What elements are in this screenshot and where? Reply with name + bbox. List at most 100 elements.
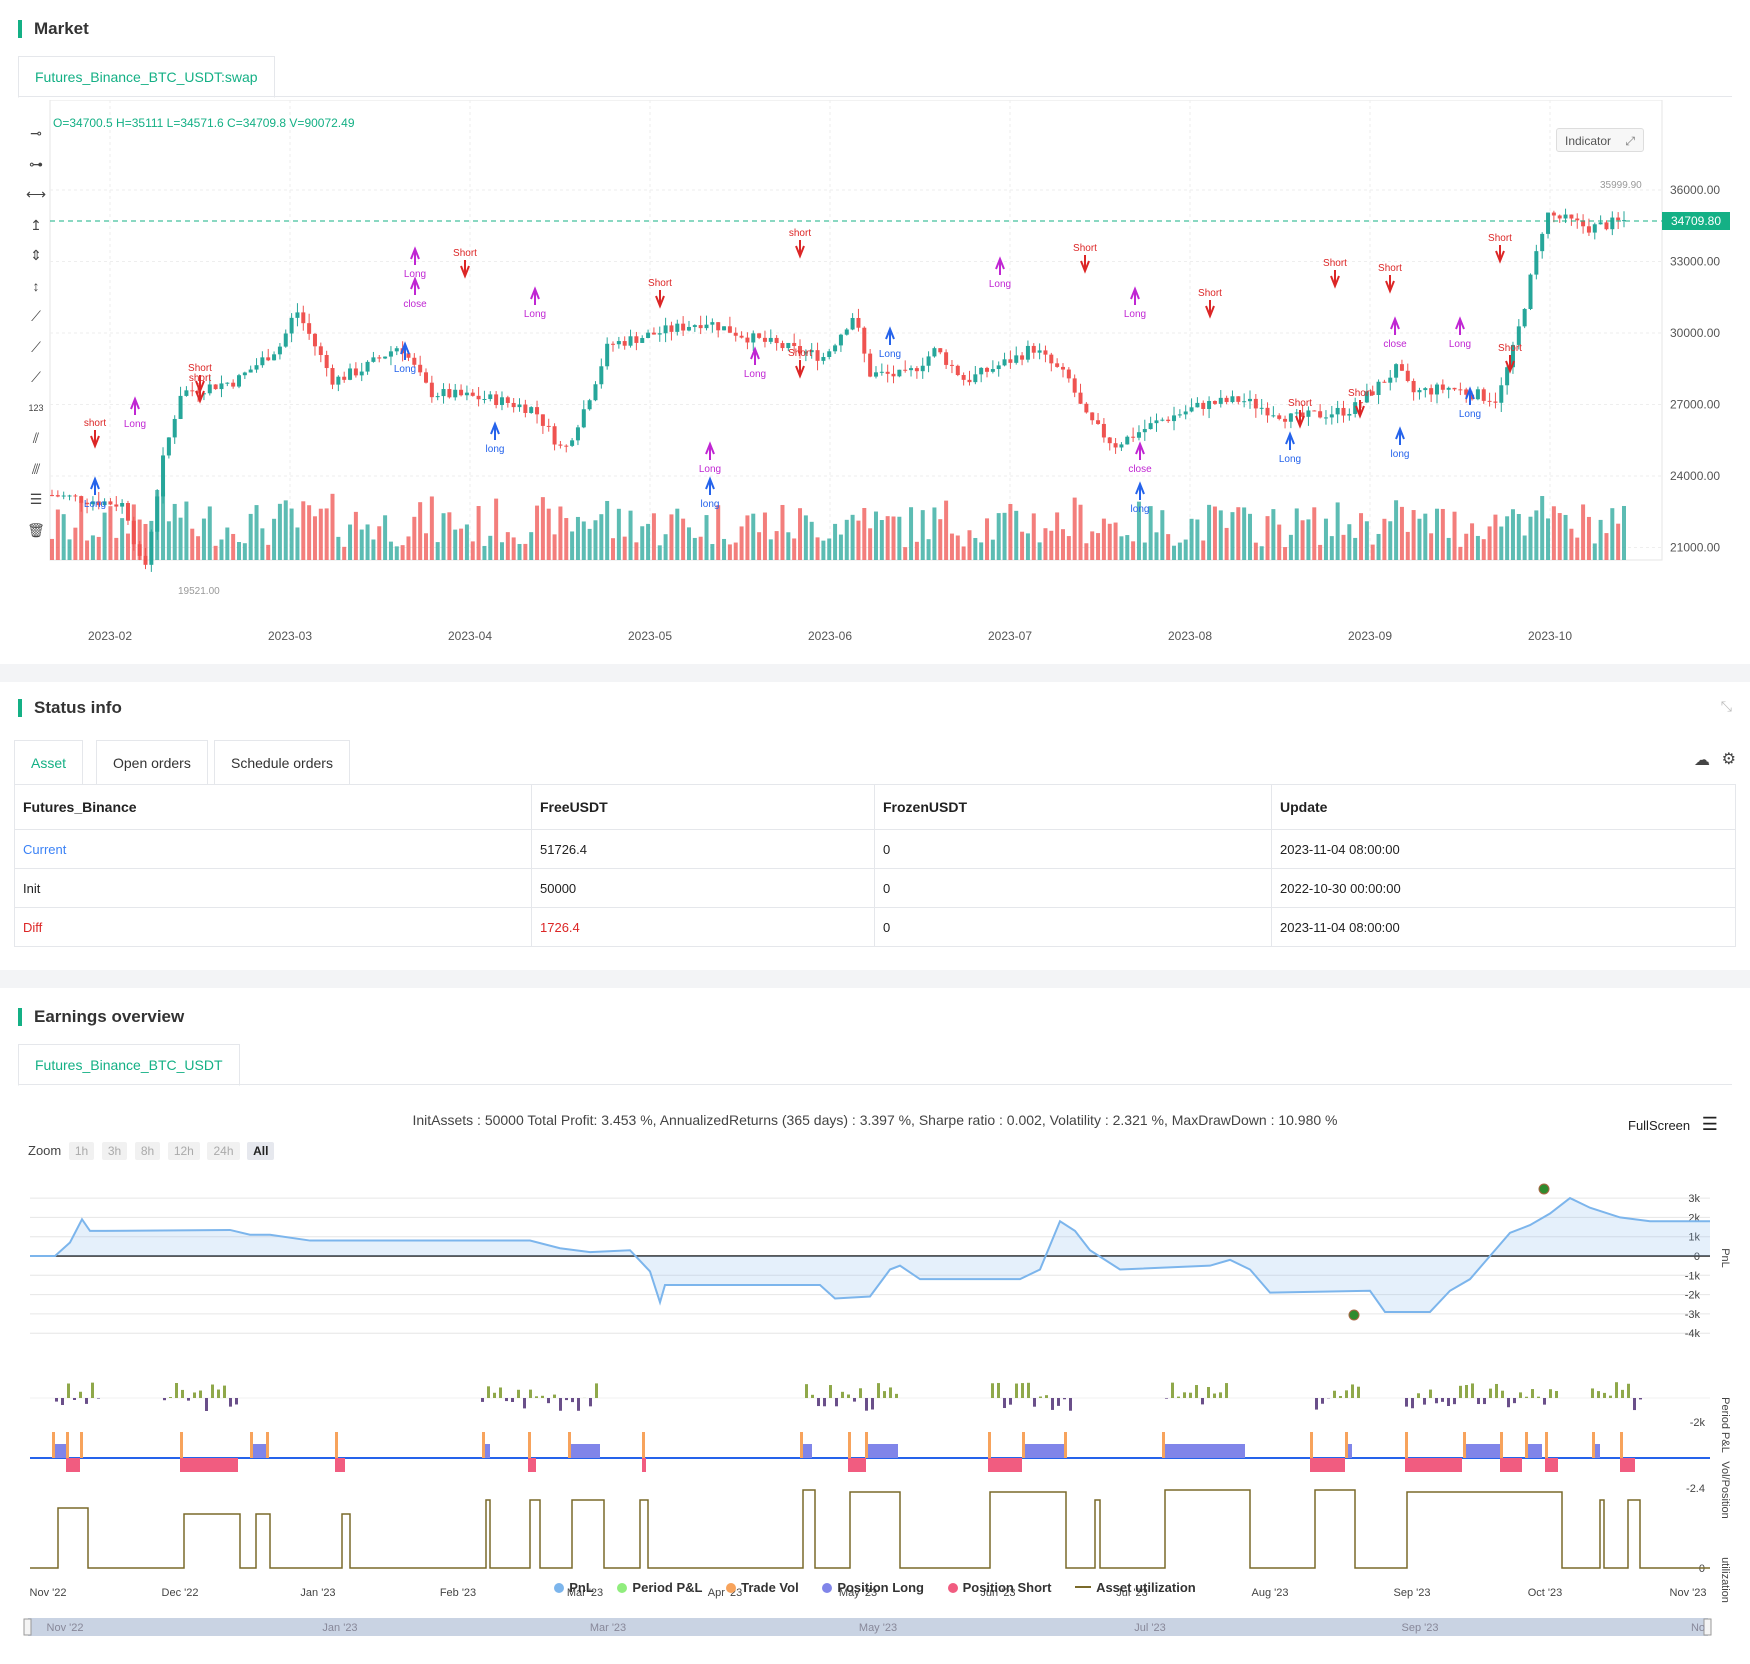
tab-asset[interactable]: Asset bbox=[14, 740, 84, 786]
tab-open-orders[interactable]: Open orders bbox=[96, 740, 208, 786]
volume-bar bbox=[1581, 504, 1586, 560]
candle-body bbox=[698, 325, 703, 329]
zoom-1h-button[interactable]: 1h bbox=[68, 1142, 95, 1160]
row-label[interactable]: Current bbox=[14, 829, 532, 869]
volume-bar bbox=[651, 513, 656, 560]
candle-body bbox=[833, 345, 838, 352]
signal-label: Long bbox=[524, 309, 546, 320]
parallel-channel-tool-icon[interactable]: ⫽ bbox=[32, 430, 40, 446]
legend-item-position-long[interactable]: Position Long bbox=[822, 1580, 924, 1595]
candle-body bbox=[926, 356, 931, 366]
zoom-8h-button[interactable]: 8h bbox=[134, 1142, 161, 1160]
period-bar bbox=[1513, 1398, 1516, 1404]
signal-arrow bbox=[1505, 355, 1515, 374]
cloud-download-icon[interactable]: ☁ bbox=[1694, 752, 1710, 769]
legend-item-period-pnl[interactable]: Period P&L bbox=[617, 1580, 703, 1595]
segment-tool-icon[interactable]: ⟷ bbox=[25, 186, 47, 202]
volume-bar bbox=[172, 503, 177, 560]
period-bar bbox=[1321, 1398, 1324, 1404]
pitchfork-tool-icon[interactable]: ⫻ bbox=[31, 460, 41, 477]
vertical-segment-tool-icon[interactable]: ⇕ bbox=[30, 247, 42, 263]
vertical-line-tool-icon[interactable]: ↥ bbox=[30, 216, 42, 233]
volume-bar bbox=[938, 519, 943, 560]
volume-bar bbox=[1592, 543, 1597, 560]
volume-bar bbox=[558, 506, 563, 560]
column-header: FreeUSDT bbox=[531, 784, 875, 830]
candle-body bbox=[938, 348, 943, 353]
candle-body bbox=[879, 371, 884, 373]
candle-body bbox=[359, 371, 364, 376]
price-label-tool-icon[interactable]: 123 bbox=[28, 402, 44, 413]
zoom-all-button[interactable]: All bbox=[247, 1142, 275, 1160]
navigator-range[interactable] bbox=[28, 1618, 1708, 1636]
navigator-left-handle[interactable] bbox=[23, 1618, 32, 1636]
volume-bar bbox=[1183, 539, 1188, 560]
legend-item-trade-vol[interactable]: Trade Vol bbox=[726, 1580, 799, 1595]
navigator-right-handle[interactable] bbox=[1703, 1618, 1712, 1636]
period-bar bbox=[853, 1398, 856, 1402]
period-bar bbox=[1591, 1388, 1594, 1398]
zoom-24h-button[interactable]: 24h bbox=[207, 1142, 240, 1160]
extended-line-tool-icon[interactable]: ⟋ bbox=[31, 369, 41, 385]
vol-tick-label: -2.4 bbox=[1686, 1483, 1705, 1495]
period-bar bbox=[61, 1398, 64, 1405]
legend-item-asset-utilization[interactable]: Asset utilization bbox=[1075, 1580, 1196, 1595]
volume-bar bbox=[1335, 502, 1340, 560]
volume-bar bbox=[1125, 535, 1130, 560]
volume-bar bbox=[546, 508, 551, 560]
candle-body bbox=[1616, 217, 1621, 221]
month-tick-label: Feb '23 bbox=[440, 1587, 476, 1599]
volume-bar bbox=[1376, 533, 1381, 560]
volume-bar bbox=[283, 500, 288, 560]
volume-bar bbox=[1055, 512, 1060, 560]
tab-divider bbox=[18, 1084, 1732, 1085]
horizontal-ray-tool-icon[interactable]: ⊶ bbox=[29, 155, 43, 172]
volume-bar bbox=[1107, 523, 1112, 560]
gear-icon[interactable]: ⚙ bbox=[1721, 751, 1736, 768]
menu-icon[interactable]: ☰ bbox=[1701, 1114, 1718, 1134]
candle-body bbox=[605, 343, 610, 367]
volume-bar bbox=[844, 519, 849, 560]
candlestick-chart[interactable]: 36000.00 33000.00 30000.00 27000.00 24000.00… bbox=[0, 100, 1750, 660]
signal-label: Short bbox=[1198, 288, 1222, 299]
tab-schedule-orders[interactable]: Schedule orders bbox=[214, 740, 350, 786]
period-bar bbox=[1069, 1398, 1072, 1411]
candles bbox=[50, 208, 1626, 572]
legend-item-pnl[interactable]: PnL bbox=[554, 1580, 594, 1595]
trend-line-tool-icon[interactable]: ⟋ bbox=[31, 308, 41, 324]
fullscreen-button[interactable]: FullScreen ☰ bbox=[1628, 1114, 1718, 1135]
close-icon[interactable]: ⤡ bbox=[1720, 698, 1732, 714]
candle-body bbox=[488, 394, 493, 400]
candle-body bbox=[581, 409, 586, 428]
fib-retracement-tool-icon[interactable]: ☰ bbox=[29, 491, 43, 507]
zoom-3h-button[interactable]: 3h bbox=[101, 1142, 128, 1160]
candle-body bbox=[850, 317, 855, 330]
period-pnl-legend-dot bbox=[617, 1583, 628, 1593]
indicator-button[interactable]: Indicator ⤢ bbox=[1556, 128, 1644, 152]
volume-bar bbox=[1101, 518, 1106, 560]
volume-bar bbox=[260, 528, 265, 560]
vertical-ray-tool-icon[interactable]: ↕ bbox=[32, 277, 40, 294]
horizontal-line-tool-icon[interactable]: ⊸ bbox=[30, 125, 42, 141]
legend-item-position-short[interactable]: Position Short bbox=[947, 1580, 1051, 1595]
volume-bar bbox=[242, 543, 247, 560]
pnl-tick-label: -2k bbox=[1685, 1290, 1701, 1302]
signal-arrow bbox=[460, 260, 470, 279]
candle-body bbox=[1405, 370, 1410, 381]
volume-bar bbox=[383, 515, 388, 560]
zoom-12h-button[interactable]: 12h bbox=[167, 1142, 200, 1160]
candle-body bbox=[535, 407, 540, 415]
period-bar bbox=[847, 1394, 850, 1398]
volume-bar bbox=[1131, 541, 1136, 560]
ray-tool-icon[interactable]: ⟋ bbox=[31, 338, 41, 355]
position-long-bar bbox=[568, 1444, 600, 1458]
candle-body bbox=[330, 368, 335, 385]
candle-body bbox=[546, 425, 551, 427]
tab-market-symbol[interactable]: Futures_Binance_BTC_USDT:swap bbox=[18, 56, 275, 98]
volume-bar bbox=[307, 505, 312, 560]
trash-icon[interactable]: 🗑 bbox=[27, 521, 45, 538]
tab-earnings-symbol[interactable]: Futures_Binance_BTC_USDT bbox=[18, 1044, 240, 1086]
volume-bar bbox=[1166, 534, 1171, 560]
navigator-tick-label: Nov '22 bbox=[47, 1622, 84, 1634]
